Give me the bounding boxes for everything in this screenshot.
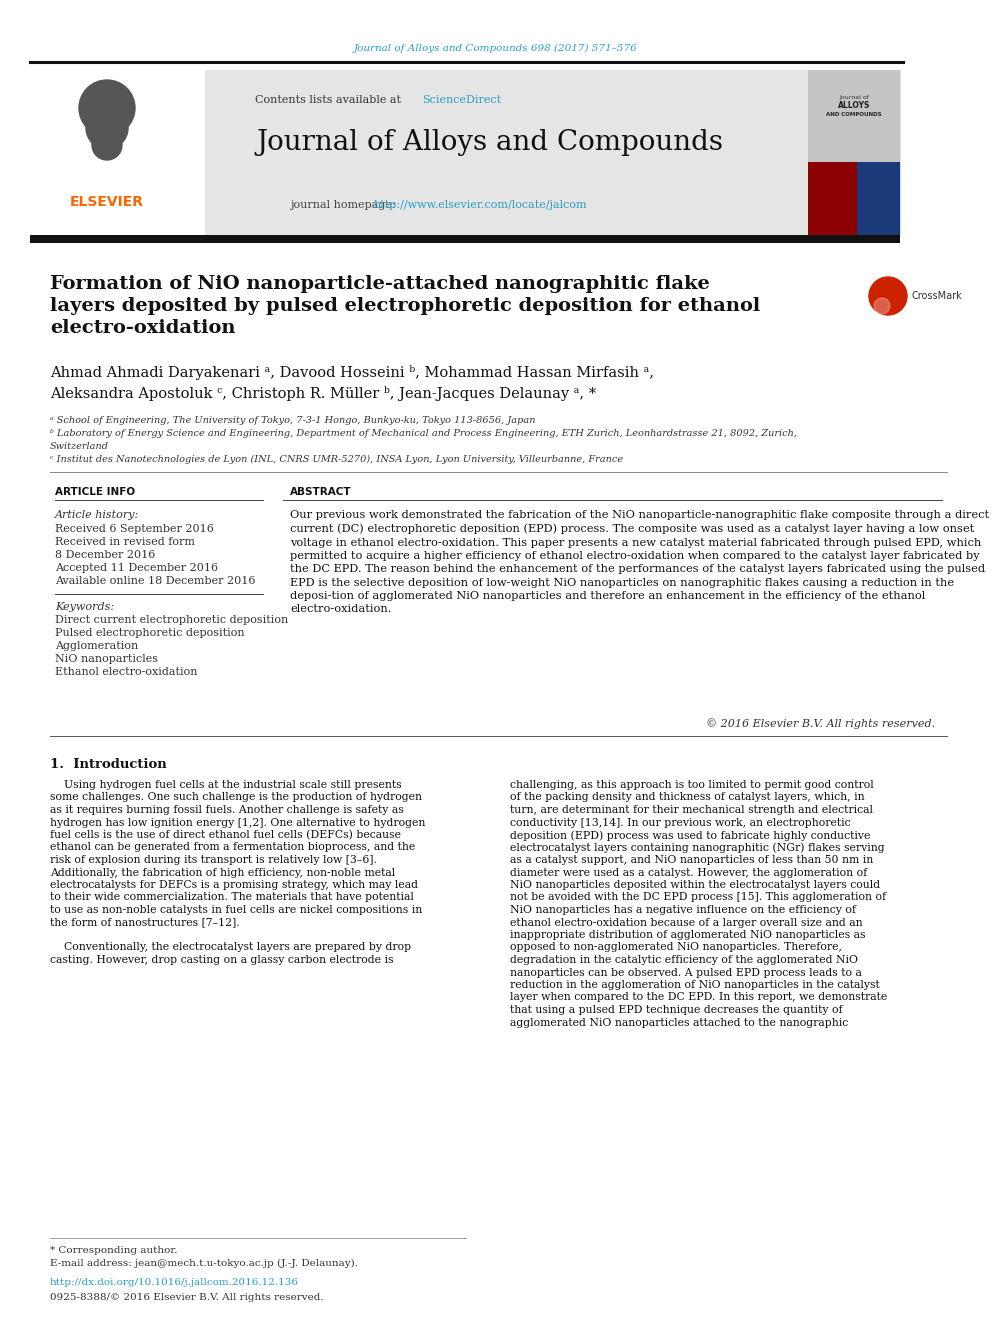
Circle shape <box>79 79 135 136</box>
Text: Direct current electrophoretic deposition: Direct current electrophoretic depositio… <box>55 615 289 624</box>
Text: Keywords:: Keywords: <box>55 602 114 613</box>
Text: E-mail address: jean@mech.t.u-tokyo.ac.jp (J.-J. Delaunay).: E-mail address: jean@mech.t.u-tokyo.ac.j… <box>50 1259 358 1269</box>
Text: NiO nanoparticles: NiO nanoparticles <box>55 654 158 664</box>
Text: electrocatalyst layers containing nanographitic (NGr) flakes serving: electrocatalyst layers containing nanogr… <box>510 843 885 853</box>
Text: inappropriate distribution of agglomerated NiO nanoparticles as: inappropriate distribution of agglomerat… <box>510 930 865 941</box>
Text: ARTICLE INFO: ARTICLE INFO <box>55 487 135 497</box>
Text: Switzerland: Switzerland <box>50 442 109 451</box>
Text: Article history:: Article history: <box>55 509 139 520</box>
Text: some challenges. One such challenge is the production of hydrogen: some challenges. One such challenge is t… <box>50 792 422 803</box>
Text: diameter were used as a catalyst. However, the agglomeration of: diameter were used as a catalyst. Howeve… <box>510 868 867 877</box>
Circle shape <box>869 277 907 315</box>
Text: AND COMPOUNDS: AND COMPOUNDS <box>826 112 882 118</box>
Text: Journal of: Journal of <box>839 94 869 99</box>
Text: 0925-8388/© 2016 Elsevier B.V. All rights reserved.: 0925-8388/© 2016 Elsevier B.V. All right… <box>50 1293 323 1302</box>
Text: ethanol electro-oxidation because of a larger overall size and an: ethanol electro-oxidation because of a l… <box>510 917 863 927</box>
Text: casting. However, drop casting on a glassy carbon electrode is: casting. However, drop casting on a glas… <box>50 955 394 964</box>
Text: reduction in the agglomeration of NiO nanoparticles in the catalyst: reduction in the agglomeration of NiO na… <box>510 980 880 990</box>
Text: NiO nanoparticles has a negative influence on the efficiency of: NiO nanoparticles has a negative influen… <box>510 905 856 916</box>
Text: electro-oxidation: electro-oxidation <box>50 319 235 337</box>
Text: Journal of Alloys and Compounds 698 (2017) 571–576: Journal of Alloys and Compounds 698 (201… <box>354 44 638 53</box>
Text: 1.  Introduction: 1. Introduction <box>50 758 167 771</box>
Text: nanoparticles can be observed. A pulsed EPD process leads to a: nanoparticles can be observed. A pulsed … <box>510 967 862 978</box>
Text: risk of explosion during its transport is relatively low [3–6].: risk of explosion during its transport i… <box>50 855 377 865</box>
Text: fuel cells is the use of direct ethanol fuel cells (DEFCs) because: fuel cells is the use of direct ethanol … <box>50 830 401 840</box>
Text: Contents lists available at: Contents lists available at <box>255 95 405 105</box>
Text: Agglomeration: Agglomeration <box>55 642 138 651</box>
Text: not be avoided with the DC EPD process [15]. This agglomeration of: not be avoided with the DC EPD process [… <box>510 893 886 902</box>
Text: Additionally, the fabrication of high efficiency, non-noble metal: Additionally, the fabrication of high ef… <box>50 868 395 877</box>
Text: ScienceDirect: ScienceDirect <box>422 95 501 105</box>
Text: as it requires burning fossil fuels. Another challenge is safety as: as it requires burning fossil fuels. Ano… <box>50 804 404 815</box>
Text: Received in revised form: Received in revised form <box>55 537 195 546</box>
Text: Formation of NiO nanoparticle-attached nanographitic flake: Formation of NiO nanoparticle-attached n… <box>50 275 709 292</box>
Text: Conventionally, the electrocatalyst layers are prepared by drop: Conventionally, the electrocatalyst laye… <box>50 942 411 953</box>
Bar <box>30 70 205 235</box>
Text: http://www.elsevier.com/locate/jalcom: http://www.elsevier.com/locate/jalcom <box>374 200 587 210</box>
Text: journal homepage:: journal homepage: <box>290 200 399 210</box>
Text: http://dx.doi.org/10.1016/j.jallcom.2016.12.136: http://dx.doi.org/10.1016/j.jallcom.2016… <box>50 1278 299 1287</box>
Text: 8 December 2016: 8 December 2016 <box>55 550 156 560</box>
Text: deposition (EPD) process was used to fabricate highly conductive: deposition (EPD) process was used to fab… <box>510 830 870 840</box>
Text: layer when compared to the DC EPD. In this report, we demonstrate: layer when compared to the DC EPD. In th… <box>510 992 887 1003</box>
Bar <box>808 70 900 235</box>
Text: turn, are determinant for their mechanical strength and electrical: turn, are determinant for their mechanic… <box>510 804 873 815</box>
Text: ALLOYS: ALLOYS <box>838 102 870 111</box>
Circle shape <box>92 130 122 160</box>
Text: Aleksandra Apostoluk ᶜ, Christoph R. Müller ᵇ, Jean-Jacques Delaunay ᵃ, *: Aleksandra Apostoluk ᶜ, Christoph R. Mül… <box>50 386 596 401</box>
Text: to use as non-noble catalysts in fuel cells are nickel compositions in: to use as non-noble catalysts in fuel ce… <box>50 905 423 916</box>
Text: * Corresponding author.: * Corresponding author. <box>50 1246 178 1256</box>
Text: layers deposited by pulsed electrophoretic deposition for ethanol: layers deposited by pulsed electrophoret… <box>50 296 760 315</box>
Text: the form of nanostructures [7–12].: the form of nanostructures [7–12]. <box>50 917 240 927</box>
Text: Received 6 September 2016: Received 6 September 2016 <box>55 524 214 534</box>
Text: hydrogen has low ignition energy [1,2]. One alternative to hydrogen: hydrogen has low ignition energy [1,2]. … <box>50 818 426 827</box>
Circle shape <box>874 298 890 314</box>
Text: opposed to non-agglomerated NiO nanoparticles. Therefore,: opposed to non-agglomerated NiO nanopart… <box>510 942 842 953</box>
Text: Accepted 11 December 2016: Accepted 11 December 2016 <box>55 564 218 573</box>
Text: Ahmad Ahmadi Daryakenari ᵃ, Davood Hosseini ᵇ, Mohammad Hassan Mirfasih ᵃ,: Ahmad Ahmadi Daryakenari ᵃ, Davood Hosse… <box>50 365 654 380</box>
Bar <box>808 161 857 235</box>
Text: © 2016 Elsevier B.V. All rights reserved.: © 2016 Elsevier B.V. All rights reserved… <box>706 718 935 729</box>
Text: ᵇ Laboratory of Energy Science and Engineering, Department of Mechanical and Pro: ᵇ Laboratory of Energy Science and Engin… <box>50 429 797 438</box>
Text: ᶜ Institut des Nanotechnologies de Lyon (INL, CNRS UMR-5270), INSA Lyon, Lyon Un: ᶜ Institut des Nanotechnologies de Lyon … <box>50 455 623 464</box>
Bar <box>30 70 900 235</box>
Text: Available online 18 December 2016: Available online 18 December 2016 <box>55 576 256 586</box>
Text: ABSTRACT: ABSTRACT <box>290 487 351 497</box>
Text: challenging, as this approach is too limited to permit good control: challenging, as this approach is too lim… <box>510 781 874 790</box>
Text: Journal of Alloys and Compounds: Journal of Alloys and Compounds <box>257 130 723 156</box>
Bar <box>808 70 900 161</box>
Text: ᵃ School of Engineering, The University of Tokyo, 7-3-1 Hongo, Bunkyo-ku, Tokyo : ᵃ School of Engineering, The University … <box>50 415 536 425</box>
Text: Ethanol electro-oxidation: Ethanol electro-oxidation <box>55 667 197 677</box>
Text: conductivity [13,14]. In our previous work, an electrophoretic: conductivity [13,14]. In our previous wo… <box>510 818 850 827</box>
Text: to their wide commercialization. The materials that have potential: to their wide commercialization. The mat… <box>50 893 414 902</box>
Text: of the packing density and thickness of catalyst layers, which, in: of the packing density and thickness of … <box>510 792 865 803</box>
Text: Pulsed electrophoretic deposition: Pulsed electrophoretic deposition <box>55 628 245 638</box>
Text: electrocatalysts for DEFCs is a promising strategy, which may lead: electrocatalysts for DEFCs is a promisin… <box>50 880 418 890</box>
Text: as a catalyst support, and NiO nanoparticles of less than 50 nm in: as a catalyst support, and NiO nanoparti… <box>510 855 873 865</box>
Text: ELSEVIER: ELSEVIER <box>70 194 144 209</box>
Text: Using hydrogen fuel cells at the industrial scale still presents: Using hydrogen fuel cells at the industr… <box>50 781 402 790</box>
Bar <box>857 161 900 235</box>
Bar <box>30 235 900 243</box>
Text: CrossMark: CrossMark <box>912 291 963 302</box>
Text: degradation in the catalytic efficiency of the agglomerated NiO: degradation in the catalytic efficiency … <box>510 955 858 964</box>
Text: that using a pulsed EPD technique decreases the quantity of: that using a pulsed EPD technique decrea… <box>510 1005 842 1015</box>
Text: agglomerated NiO nanoparticles attached to the nanographic: agglomerated NiO nanoparticles attached … <box>510 1017 848 1028</box>
Text: NiO nanoparticles deposited within the electrocatalyst layers could: NiO nanoparticles deposited within the e… <box>510 880 880 890</box>
Circle shape <box>86 107 128 149</box>
Text: Our previous work demonstrated the fabrication of the NiO nanoparticle-nanograph: Our previous work demonstrated the fabri… <box>290 509 989 614</box>
Text: ethanol can be generated from a fermentation bioprocess, and the: ethanol can be generated from a fermenta… <box>50 843 416 852</box>
